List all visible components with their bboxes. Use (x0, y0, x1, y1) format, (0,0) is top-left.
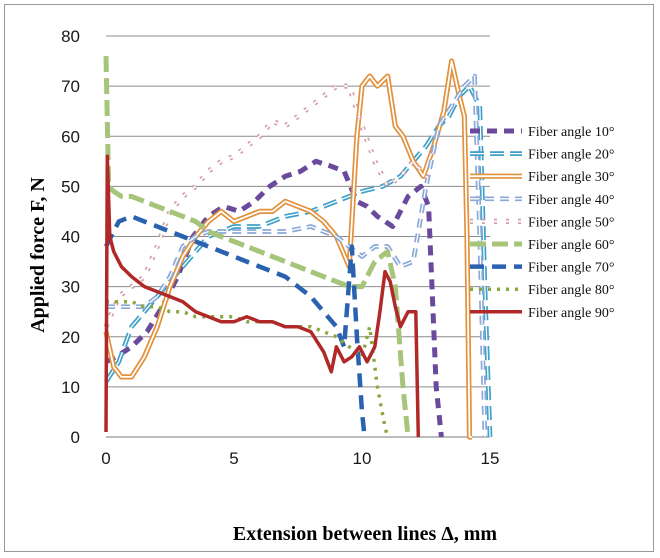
legend-entry: Fiber angle 10° (470, 125, 614, 140)
legend-entry: Fiber angle 90° (470, 306, 614, 321)
series-6-line (103, 56, 411, 438)
legend-label: Fiber angle 60° (528, 238, 614, 253)
legend-label: Fiber angle 70° (528, 261, 614, 276)
legend-entry: Fiber angle 60° (470, 238, 614, 253)
legend-entry: Fiber angle 20° (470, 148, 614, 163)
legend-entry: Fiber angle 70° (470, 261, 614, 276)
y-tick-label: 80 (61, 27, 80, 46)
x-tick-label: 5 (229, 449, 238, 468)
axes-layer: 0 10 20 30 40 50 60 70 80 0 5 10 15 (61, 27, 499, 468)
x-tick-label: 15 (481, 449, 500, 468)
y-tick-label: 10 (61, 378, 80, 397)
legend-label: Fiber angle 30° (528, 170, 614, 185)
y-tick-label: 50 (61, 177, 80, 196)
legend: Fiber angle 10° Fiber angle 20° Fiber angl… (470, 125, 614, 321)
series-layer (103, 56, 493, 440)
y-tick-label: 60 (61, 127, 80, 146)
x-tick-label: 10 (353, 449, 372, 468)
legend-label: Fiber angle 20° (528, 148, 614, 163)
series-8-line (106, 299, 390, 438)
y-axis-title: Applied force F, N (27, 177, 49, 333)
y-tick-label: 70 (61, 77, 80, 96)
chart-frame (4, 4, 654, 552)
legend-label: Fiber angle 80° (528, 283, 614, 298)
legend-label: Fiber angle 10° (528, 125, 614, 140)
legend-label: Fiber angle 40° (528, 193, 614, 208)
series-5-line (103, 83, 436, 328)
y-tick-label: 30 (61, 278, 80, 297)
legend-label: Fiber angle 50° (528, 215, 614, 230)
y-tick-label: 20 (61, 328, 80, 347)
legend-entry: Fiber angle 30° (470, 170, 614, 185)
series-7-line (103, 214, 367, 438)
series-4-line (106, 73, 488, 438)
series-9-line (104, 154, 421, 438)
grid-layer (106, 35, 490, 438)
x-axis-title: Extension between lines Δ, mm (233, 523, 498, 545)
y-tick-label: 40 (61, 228, 80, 247)
x-tick-label: 0 (101, 449, 110, 468)
legend-entry: Fiber angle 50° (470, 215, 614, 230)
legend-label: Fiber angle 90° (528, 306, 614, 321)
series-2-line (104, 83, 493, 438)
legend-entry: Fiber angle 80° (470, 283, 614, 298)
y-tick-label: 0 (71, 428, 80, 447)
legend-entry: Fiber angle 40° (470, 193, 614, 208)
